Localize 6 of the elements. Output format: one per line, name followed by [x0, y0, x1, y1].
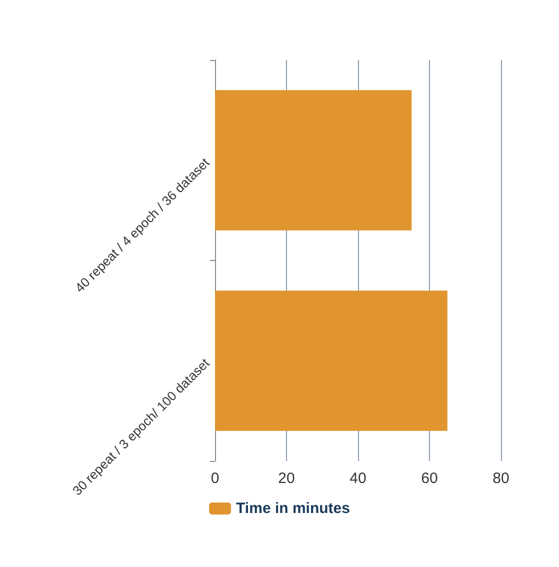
x-tick-label: 40 — [350, 470, 366, 487]
x-tick-label: 80 — [492, 470, 510, 487]
x-tick-label: 60 — [421, 470, 438, 487]
x-tick-label: 20 — [278, 470, 295, 487]
x-tick-label: 0 — [210, 470, 220, 487]
legend-label: Time in minutes — [236, 500, 350, 517]
